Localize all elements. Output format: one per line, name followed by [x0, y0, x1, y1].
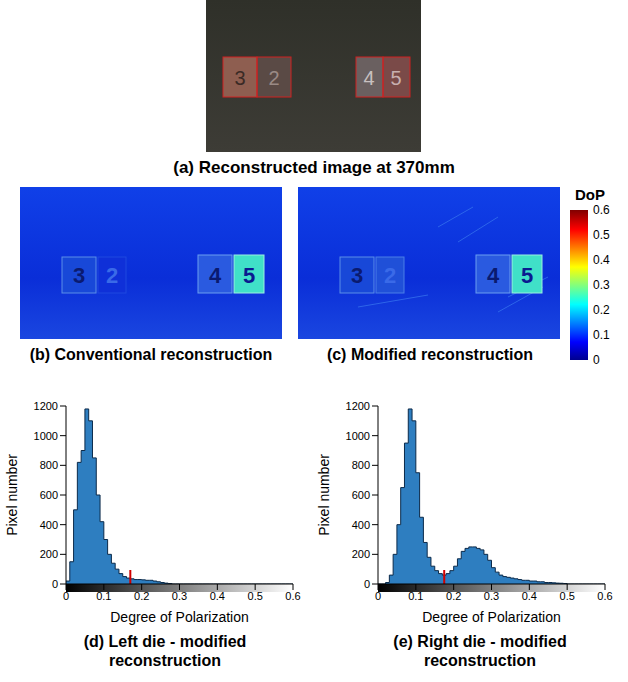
svg-text:5: 5 — [390, 67, 401, 89]
svg-text:600: 600 — [352, 489, 370, 501]
svg-text:200: 200 — [352, 548, 370, 560]
svg-text:800: 800 — [352, 459, 370, 471]
svg-text:5: 5 — [521, 263, 533, 288]
svg-text:400: 400 — [40, 519, 58, 531]
svg-text:Degree of Polarization: Degree of Polarization — [110, 609, 249, 625]
svg-text:1200: 1200 — [34, 400, 58, 412]
svg-text:0.5: 0.5 — [248, 590, 263, 602]
svg-text:1000: 1000 — [34, 430, 58, 442]
svg-text:Pixel number: Pixel number — [4, 454, 20, 536]
svg-text:Pixel number: Pixel number — [316, 454, 332, 536]
svg-text:2: 2 — [268, 67, 279, 89]
svg-text:400: 400 — [352, 519, 370, 531]
svg-text:0.3: 0.3 — [484, 590, 499, 602]
svg-text:0.4: 0.4 — [522, 590, 537, 602]
svg-text:2: 2 — [106, 263, 118, 288]
svg-text:0.5: 0.5 — [560, 590, 575, 602]
svg-text:0: 0 — [375, 590, 381, 602]
svg-text:0: 0 — [364, 578, 370, 590]
svg-text:600: 600 — [40, 489, 58, 501]
svg-text:0.6: 0.6 — [597, 590, 612, 602]
svg-text:5: 5 — [243, 263, 255, 288]
svg-text:0: 0 — [52, 578, 58, 590]
svg-text:200: 200 — [40, 548, 58, 560]
svg-text:800: 800 — [40, 459, 58, 471]
svg-text:3: 3 — [73, 263, 85, 288]
svg-text:0.1: 0.1 — [96, 590, 111, 602]
svg-text:3: 3 — [234, 67, 245, 89]
svg-text:0.3: 0.3 — [172, 590, 187, 602]
svg-text:3: 3 — [351, 263, 363, 288]
svg-text:0.2: 0.2 — [446, 590, 461, 602]
html-text:0.6: 0.6 — [593, 203, 610, 217]
svg-text:0.2: 0.2 — [134, 590, 149, 602]
html-text:0.4: 0.4 — [593, 253, 610, 267]
html-text:(d) Left die - modified recons: (d) Left die - modified reconstruction — [83, 633, 247, 669]
html-text:0: 0 — [593, 353, 600, 367]
svg-text:Degree of Polarization: Degree of Polarization — [422, 609, 561, 625]
html-text:0.2: 0.2 — [593, 303, 610, 317]
svg-text:4: 4 — [363, 67, 374, 89]
svg-text:0.1: 0.1 — [408, 590, 423, 602]
svg-text:0.6: 0.6 — [285, 590, 300, 602]
svg-text:4: 4 — [209, 263, 222, 288]
svg-text:2: 2 — [384, 263, 396, 288]
html-text:(a) Reconstructed image at 370: (a) Reconstructed image at 370mm — [173, 158, 455, 177]
html-text:(c) Modified reconstruction: (c) Modified reconstruction — [326, 346, 534, 363]
html-text:(b) Conventional reconstructio: (b) Conventional reconstruction — [29, 346, 273, 363]
svg-text:0.4: 0.4 — [210, 590, 225, 602]
html-text:(e) Right die - modified recon: (e) Right die - modified reconstruction — [393, 633, 567, 669]
svg-text:1200: 1200 — [346, 400, 370, 412]
svg-text:1000: 1000 — [346, 430, 370, 442]
html-text:0.3: 0.3 — [593, 278, 610, 292]
svg-text:0: 0 — [63, 590, 69, 602]
svg-text:4: 4 — [487, 263, 500, 288]
html-text:DoP: DoP — [575, 186, 605, 203]
html-text:0.5: 0.5 — [593, 228, 610, 242]
html-text:0.1: 0.1 — [593, 328, 610, 342]
